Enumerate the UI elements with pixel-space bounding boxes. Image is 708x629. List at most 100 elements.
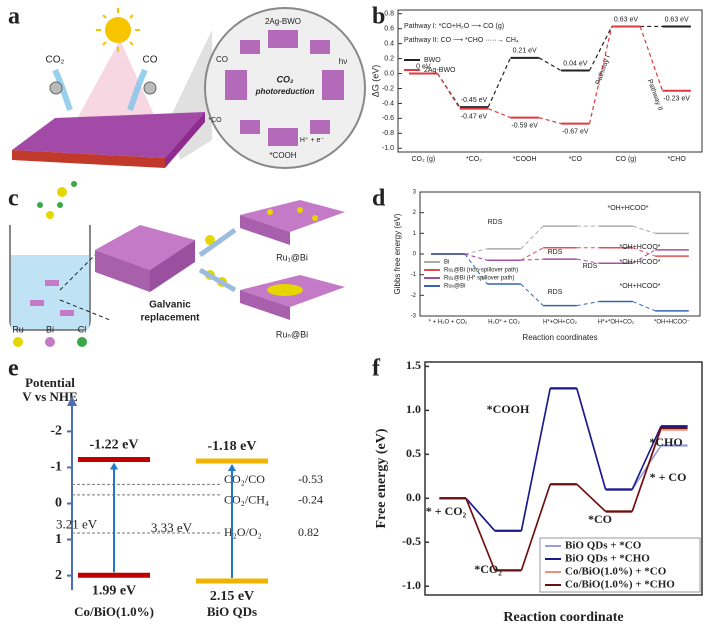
y-tick-label: 0.2: [384, 55, 394, 62]
connector: [588, 26, 613, 71]
value-label: 0.21 eV: [513, 48, 537, 55]
value-label: -0.23 eV: [663, 96, 690, 103]
connector: [487, 108, 511, 119]
legend-box: [539, 537, 701, 593]
illustration-label: Ru₁@Bi: [276, 252, 308, 262]
x-axis-label: Reaction coordinate: [503, 610, 623, 625]
connector: [631, 425, 662, 490]
panel-c-illustration: [9, 181, 345, 331]
y-tick-label: 1.5: [406, 358, 421, 372]
structures: [225, 30, 344, 146]
reference-value: 0.82: [298, 525, 319, 539]
reference-name: CO₂/CO: [224, 472, 265, 486]
y-tick-label: -1.0: [402, 578, 421, 592]
annotation: RDS: [548, 249, 563, 256]
panel-labels: a b c d e f: [8, 4, 386, 382]
y-tick-label: 0.0: [406, 490, 421, 504]
connector: [576, 483, 607, 513]
arrow: [198, 227, 237, 258]
illustration-label: H⁺ + e⁻: [300, 137, 325, 144]
x-tick-label: H*+OH+CO₂: [543, 320, 578, 326]
arrow-head: [228, 463, 236, 471]
value-label: -0.59 eV: [511, 122, 538, 129]
annotation: *CO₂: [474, 562, 502, 576]
molecule: [49, 81, 63, 95]
connector: [465, 497, 496, 571]
illustration-label: *CO: [208, 117, 222, 124]
illustration-label: CO₂: [46, 55, 65, 66]
y-tick-label: -3: [411, 314, 417, 320]
y-tick-label: 0: [413, 252, 417, 258]
value-label: 2.15 eV: [210, 589, 254, 604]
x-tick-label: CO₂ (g): [411, 156, 435, 163]
ru-atom: [267, 209, 273, 215]
panel-label: e: [8, 356, 19, 382]
annotation: Pathway II: CO ⟶ *CHO ·····→ CH₄: [404, 37, 519, 44]
connector: [520, 258, 544, 261]
run-slab-side: [240, 290, 290, 320]
annotation: *OH+HCOO*: [619, 244, 660, 251]
ru1-slab-side: [240, 215, 290, 245]
connector: [632, 301, 656, 312]
y-tick-label: -2: [411, 293, 417, 299]
y-tick-label: 3: [413, 190, 417, 196]
y-tick-label: -1: [411, 272, 417, 278]
ru1-slab: [240, 200, 345, 232]
connector: [538, 117, 562, 125]
y-tick-label: 0: [55, 496, 62, 511]
legend-label: Bi: [46, 324, 54, 334]
reference-value: -0.53: [298, 472, 323, 486]
connector: [437, 73, 461, 108]
series-name: BiO QDs: [207, 604, 257, 619]
value-label: -0.47 eV: [461, 113, 488, 120]
legend-label: Ruₙ@Bi: [444, 284, 466, 290]
y-axis-label: Potential: [25, 375, 75, 390]
legend-swatch: [13, 337, 23, 347]
illustration-label: Galvanic: [149, 300, 191, 311]
x-tick-label: *OH+HCOO⁻: [654, 320, 690, 326]
illustration-label: CO₂: [277, 74, 295, 84]
legend-label: Ru: [12, 324, 24, 334]
zoom-line: [59, 299, 111, 321]
connector: [520, 388, 551, 531]
slab-top: [12, 112, 205, 158]
connector: [576, 258, 600, 264]
y-tick-label: 2: [55, 568, 62, 583]
illustration-label: CO: [143, 55, 158, 66]
legend-label: 2Ag-BWO: [424, 67, 456, 74]
gap-label: 3.21 eV: [56, 516, 98, 531]
value-label: 0.63 eV: [614, 16, 638, 23]
y-tick-label: 0.8: [384, 11, 394, 18]
illustration-label: photoreduction: [255, 87, 315, 96]
bi-piece: [45, 280, 59, 286]
value-label: -0.67 eV: [562, 128, 589, 135]
panel-label: a: [8, 4, 20, 30]
y-axis-label: Gibbs free energy (eV): [393, 213, 402, 294]
y-tick-label: 0.4: [384, 40, 394, 47]
annotation: RDS: [583, 263, 598, 270]
annotation: *CHO: [649, 435, 682, 449]
x-tick-label: H₂O* + CO₂: [488, 320, 521, 326]
connector: [538, 57, 562, 72]
connector: [520, 225, 544, 250]
y-tick-label: -0.4: [382, 100, 394, 107]
connector: [520, 247, 544, 261]
arrow-head: [110, 462, 118, 470]
ru: [46, 211, 54, 219]
x-tick-label: * + H₂O + CO₂: [429, 320, 468, 326]
y-tick-label: 1: [413, 231, 417, 237]
ru: [205, 235, 215, 245]
gap-label: 3.33 eV: [151, 520, 193, 535]
connector: [465, 497, 496, 532]
y-tick-label: -0.6: [382, 115, 394, 122]
annotation: * + CO₂: [426, 504, 467, 518]
connector: [520, 283, 544, 307]
legend-label: BiO QDs + *CO: [565, 540, 642, 552]
x-tick-label: H*+*OH+CO₂: [598, 320, 635, 326]
bi-piece: [30, 300, 44, 306]
illustration-label: CO: [216, 55, 228, 64]
y-tick-label: -0.2: [382, 85, 394, 92]
panel-a-illustration: [12, 7, 366, 169]
value-label: -1.22 eV: [90, 438, 139, 453]
